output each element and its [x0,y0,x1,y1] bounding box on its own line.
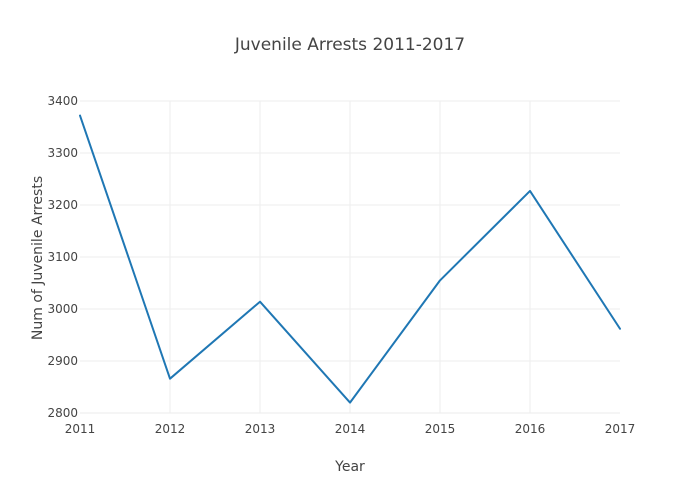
y-tick-label: 2900 [47,354,78,368]
series-line [79,114,621,404]
x-axis-title: Year [334,459,365,475]
y-tick-label: 3300 [47,146,78,160]
x-tick-label: 2011 [65,422,96,436]
y-tick-label: 2800 [47,406,78,420]
tick-labels: 2800 2900 3000 3100 3200 3300 3400 2011 2012 2013… [47,94,635,436]
y-axis-title: Num of Juvenile Arrests [30,176,46,340]
gridlines [80,100,620,413]
x-tick-label: 2016 [515,422,546,436]
x-tick-label: 2015 [425,422,456,436]
y-tick-label: 3000 [47,302,78,316]
x-tick-label: 2013 [245,422,276,436]
y-tick-label: 3200 [47,198,78,212]
y-tick-label: 3400 [47,94,78,108]
x-tick-label: 2012 [155,422,186,436]
x-tick-label: 2014 [335,422,366,436]
x-tick-label: 2017 [605,422,636,436]
series-layer [79,114,621,404]
y-tick-label: 3100 [47,250,78,264]
chart-title: Juvenile Arrests 2011-2017 [234,35,465,55]
